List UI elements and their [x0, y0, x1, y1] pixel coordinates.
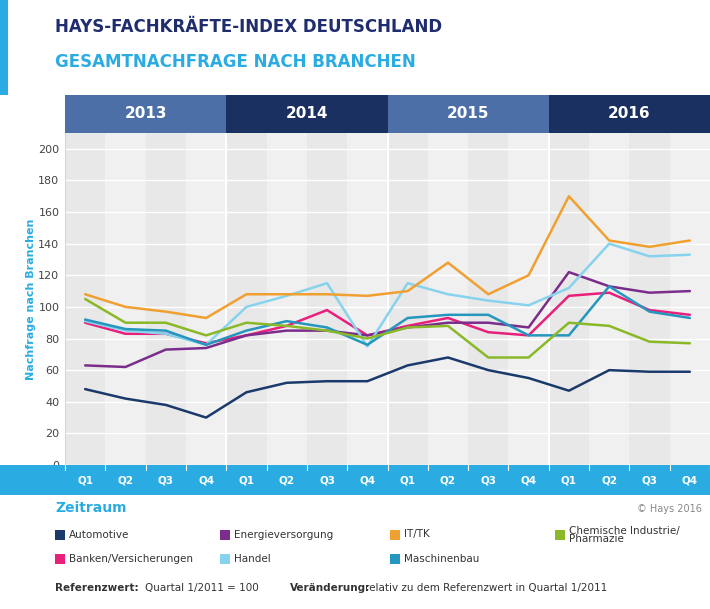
- Bar: [549, 95, 710, 133]
- Text: © Hays 2016: © Hays 2016: [637, 504, 702, 513]
- Text: Automotive: Automotive: [69, 529, 129, 540]
- Text: Q2: Q2: [117, 476, 133, 485]
- Text: Q1: Q1: [400, 476, 415, 485]
- Bar: [266, 133, 307, 465]
- Text: 2015: 2015: [447, 107, 489, 122]
- Text: 2014: 2014: [285, 107, 328, 122]
- Text: Q4: Q4: [520, 476, 537, 485]
- Bar: [390, 530, 400, 540]
- Text: HAYS-FACHKRÄFTE-INDEX DEUTSCHLAND: HAYS-FACHKRÄFTE-INDEX DEUTSCHLAND: [55, 18, 442, 36]
- Bar: [307, 133, 347, 465]
- Text: Q4: Q4: [359, 476, 376, 485]
- Text: Quartal 1/2011 = 100: Quartal 1/2011 = 100: [145, 583, 258, 593]
- Bar: [388, 95, 549, 133]
- Bar: [226, 95, 388, 133]
- Bar: [65, 133, 105, 465]
- Bar: [65, 95, 226, 133]
- Text: Handel: Handel: [234, 554, 271, 563]
- Bar: [555, 530, 565, 540]
- Text: Banken/Versicherungen: Banken/Versicherungen: [69, 554, 193, 563]
- Text: Chemische Industrie/: Chemische Industrie/: [569, 526, 679, 536]
- Bar: [55, 554, 65, 564]
- Text: IT/TK: IT/TK: [404, 529, 430, 540]
- Text: 2013: 2013: [124, 107, 167, 122]
- Text: Q3: Q3: [319, 476, 335, 485]
- Text: Q3: Q3: [158, 476, 174, 485]
- Bar: [468, 133, 508, 465]
- Text: Energieversorgung: Energieversorgung: [234, 529, 333, 540]
- Text: Q1: Q1: [239, 476, 254, 485]
- Bar: [347, 133, 388, 465]
- Text: GESAMTNACHFRAGE NACH BRANCHEN: GESAMTNACHFRAGE NACH BRANCHEN: [55, 53, 416, 71]
- Text: Q2: Q2: [601, 476, 617, 485]
- Text: Zeitraum: Zeitraum: [55, 501, 126, 515]
- Bar: [0, 0, 8, 95]
- Bar: [390, 554, 400, 564]
- Bar: [589, 133, 629, 465]
- Text: Q1: Q1: [77, 476, 93, 485]
- Text: Q3: Q3: [480, 476, 496, 485]
- Bar: [220, 554, 230, 564]
- Text: 2016: 2016: [608, 107, 650, 122]
- Text: relativ zu dem Referenzwert in Quartal 1/2011: relativ zu dem Referenzwert in Quartal 1…: [365, 583, 607, 593]
- Bar: [388, 133, 428, 465]
- Bar: [508, 133, 549, 465]
- Bar: [55, 530, 65, 540]
- Text: Q1: Q1: [561, 476, 577, 485]
- Text: Q4: Q4: [682, 476, 698, 485]
- Text: Referenzwert:: Referenzwert:: [55, 583, 138, 593]
- Y-axis label: Nachfrage nach Branchen: Nachfrage nach Branchen: [26, 218, 36, 379]
- Text: Q2: Q2: [440, 476, 456, 485]
- Bar: [220, 530, 230, 540]
- Text: Q3: Q3: [642, 476, 657, 485]
- Bar: [629, 133, 670, 465]
- Text: Q4: Q4: [198, 476, 214, 485]
- Bar: [105, 133, 146, 465]
- Text: Pharmazie: Pharmazie: [569, 534, 624, 544]
- Bar: [146, 133, 186, 465]
- Bar: [670, 133, 710, 465]
- Bar: [549, 133, 589, 465]
- Bar: [428, 133, 468, 465]
- Bar: [226, 133, 266, 465]
- Text: Maschinenbau: Maschinenbau: [404, 554, 479, 563]
- Text: Q2: Q2: [279, 476, 295, 485]
- Bar: [186, 133, 226, 465]
- Text: Veränderung:: Veränderung:: [290, 583, 370, 593]
